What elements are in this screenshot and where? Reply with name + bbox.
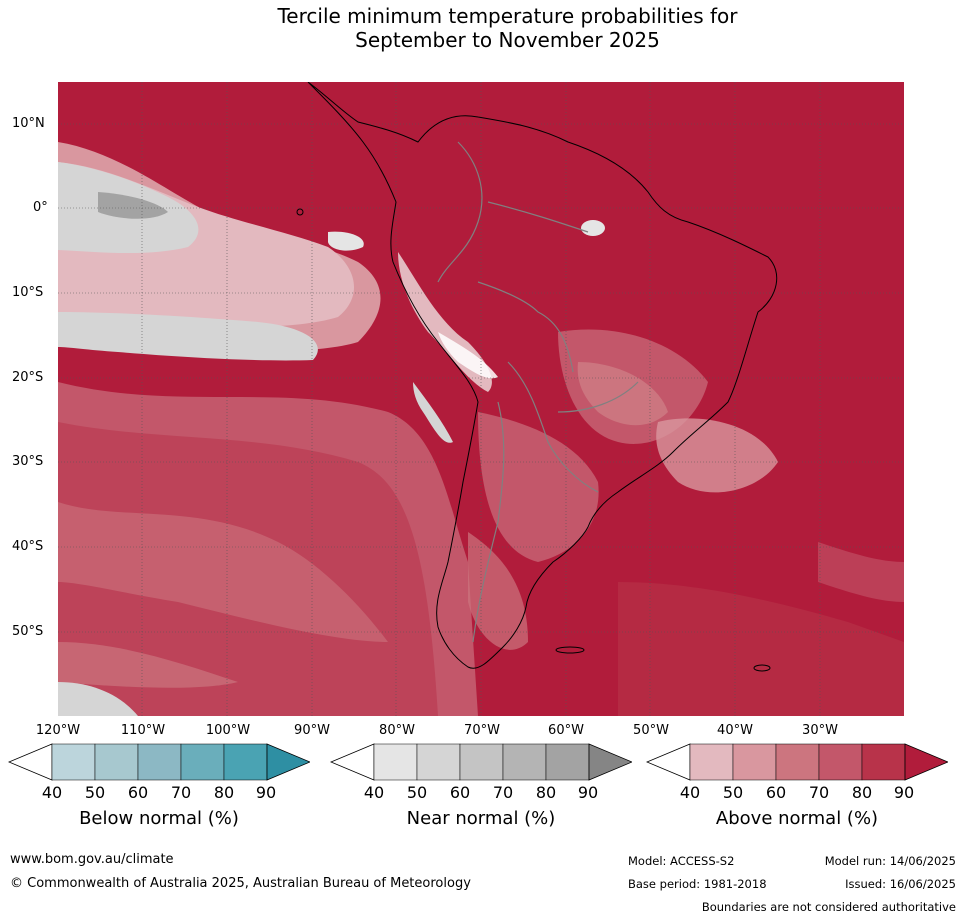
model-name: Model: ACCESS-S2	[628, 854, 735, 868]
near-segment-1	[373, 743, 418, 781]
lat-label-40s: 40°S	[12, 539, 44, 554]
above-normal-label: Above normal (%)	[715, 808, 879, 829]
above-tick-50: 50	[722, 783, 744, 802]
near-tick-40: 40	[363, 783, 385, 802]
near-tick-90: 90	[577, 783, 599, 802]
below-min-triangle	[8, 743, 53, 781]
lon-label-60w: 60°W	[548, 723, 584, 738]
lon-label-30w: 30°W	[802, 723, 838, 738]
near-tick-70: 70	[492, 783, 514, 802]
above-max-triangle	[904, 743, 948, 781]
base-period: Base period: 1981-2018	[628, 877, 767, 891]
near-segment-4	[502, 743, 547, 781]
lat-label-10n: 10°N	[12, 116, 45, 131]
below-tick-70: 70	[170, 783, 192, 802]
lat-label-20s: 20°S	[12, 370, 44, 385]
lat-label-0: 0°	[33, 200, 48, 215]
below-normal-label: Below normal (%)	[79, 808, 239, 829]
below-tick-90: 90	[255, 783, 277, 802]
below-segment-2	[94, 743, 139, 781]
website-link[interactable]: www.bom.gov.au/climate	[10, 852, 174, 867]
above-segment-5	[861, 743, 906, 781]
below-tick-40: 40	[41, 783, 63, 802]
near-min-triangle	[330, 743, 375, 781]
below-tick-50: 50	[84, 783, 106, 802]
lon-label-40w: 40°W	[717, 723, 753, 738]
near-tick-50: 50	[406, 783, 428, 802]
issued-date: Issued: 16/06/2025	[845, 877, 956, 891]
near-segment-3	[459, 743, 504, 781]
below-segment-3	[137, 743, 182, 781]
below-max-triangle	[266, 743, 310, 781]
above-tick-70: 70	[808, 783, 830, 802]
above-segment-4	[818, 743, 863, 781]
above-segment-3	[775, 743, 820, 781]
above-tick-90: 90	[893, 783, 915, 802]
map-svg	[58, 82, 904, 716]
near-normal-label: Near normal (%)	[406, 808, 556, 829]
model-run-date: Model run: 14/06/2025	[824, 854, 956, 868]
above-tick-80: 80	[851, 783, 873, 802]
probability-map	[58, 82, 904, 716]
lon-label-50w: 50°W	[633, 723, 669, 738]
above-segment-1	[689, 743, 734, 781]
lon-label-120w: 120°W	[35, 723, 81, 738]
below-tick-60: 60	[127, 783, 149, 802]
lat-label-50s: 50°S	[12, 624, 44, 639]
above-tick-60: 60	[765, 783, 787, 802]
below-segment-4	[180, 743, 225, 781]
boundary-disclaimer: Boundaries are not considered authoritat…	[701, 900, 956, 914]
near-segment-5	[545, 743, 590, 781]
above-tick-40: 40	[679, 783, 701, 802]
near-tick-60: 60	[449, 783, 471, 802]
above-normal-colorbar	[646, 743, 948, 781]
title-line-2: September to November 2025	[355, 28, 660, 52]
below-segment-5	[223, 743, 268, 781]
lon-label-90w: 90°W	[294, 723, 330, 738]
above-segment-2	[732, 743, 777, 781]
lon-label-80w: 80°W	[379, 723, 415, 738]
below-segment-1	[51, 743, 96, 781]
below-normal-colorbar	[8, 743, 310, 781]
near-normal-colorbar	[330, 743, 632, 781]
copyright-text: © Commonwealth of Australia 2025, Austra…	[10, 876, 471, 891]
title-line-1: Tercile minimum temperature probabilitie…	[277, 4, 738, 28]
map-title: Tercile minimum temperature probabilitie…	[0, 4, 965, 52]
lat-label-30s: 30°S	[12, 454, 44, 469]
lon-label-110w: 110°W	[120, 723, 166, 738]
near-max-triangle	[588, 743, 632, 781]
lat-label-10s: 10°S	[12, 285, 44, 300]
above-min-triangle	[646, 743, 691, 781]
near-segment-2	[416, 743, 461, 781]
lon-label-100w: 100°W	[205, 723, 251, 738]
near-tick-80: 80	[535, 783, 557, 802]
below-tick-80: 80	[213, 783, 235, 802]
lon-label-70w: 70°W	[464, 723, 500, 738]
